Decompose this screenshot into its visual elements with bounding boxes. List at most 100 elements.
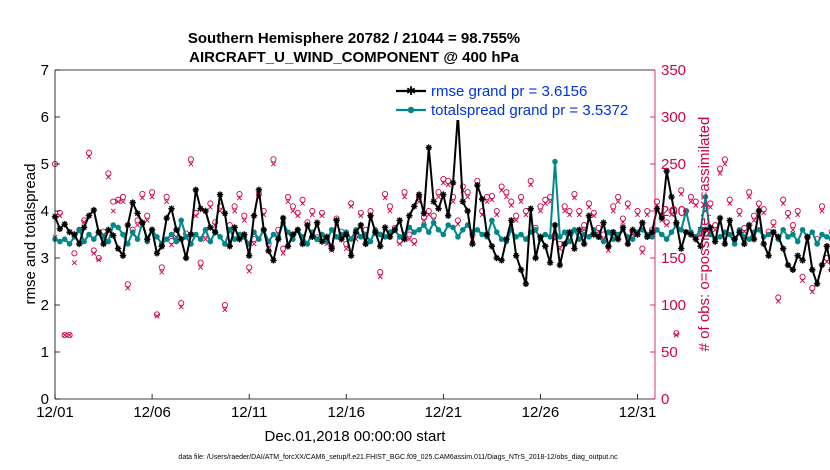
rmse-point bbox=[415, 191, 423, 198]
totalspread-point bbox=[479, 231, 485, 238]
obs-assimilated-marker bbox=[736, 212, 742, 218]
obs-possible-marker bbox=[221, 301, 228, 309]
totalspread-point bbox=[474, 227, 481, 233]
obs-possible-marker bbox=[566, 207, 573, 215]
rmse-point bbox=[357, 221, 365, 229]
rmse-point bbox=[90, 206, 98, 214]
rmse-point bbox=[406, 212, 413, 219]
obs-assimilated-marker bbox=[309, 212, 315, 218]
obs-possible-marker bbox=[615, 193, 622, 200]
obs-possible-marker bbox=[197, 259, 204, 266]
obs-assimilated-marker bbox=[115, 199, 121, 205]
totalspread-point bbox=[207, 238, 214, 245]
totalspread-point bbox=[328, 227, 335, 233]
rmse-point bbox=[338, 236, 345, 243]
obs-possible-marker bbox=[746, 189, 753, 196]
rmse-point bbox=[624, 240, 632, 248]
totalspread-point bbox=[304, 241, 311, 247]
obs-assimilated-marker bbox=[232, 208, 238, 214]
obs-assimilated-marker bbox=[819, 208, 825, 214]
totalspread-point bbox=[134, 236, 141, 242]
rmse-point bbox=[284, 243, 292, 250]
totalspread-point bbox=[416, 227, 422, 233]
rmse-point bbox=[328, 245, 335, 252]
obs-assimilated-marker bbox=[785, 214, 791, 220]
rmse-point bbox=[658, 214, 665, 222]
obs-possible-marker bbox=[153, 311, 160, 318]
rmse-point bbox=[721, 240, 729, 248]
rmse-point bbox=[469, 240, 476, 248]
rmse-point bbox=[391, 226, 399, 233]
rmse-point bbox=[503, 236, 510, 243]
rmse-point bbox=[386, 233, 394, 241]
obs-assimilated-marker bbox=[567, 212, 573, 218]
obs-assimilated-marker bbox=[678, 191, 684, 197]
obs-assimilated-marker bbox=[343, 246, 349, 252]
totalspread-point bbox=[217, 234, 223, 240]
rmse-point bbox=[100, 240, 107, 248]
obs-assimilated-marker bbox=[406, 236, 412, 242]
totalspread-point bbox=[314, 236, 320, 242]
obs-assimilated-marker bbox=[222, 307, 228, 313]
rmse-point bbox=[61, 220, 68, 228]
totalspread-point bbox=[86, 231, 92, 238]
y-left-tick-label: 4 bbox=[41, 203, 49, 220]
rmse-point bbox=[459, 198, 466, 205]
totalspread-point bbox=[450, 224, 456, 231]
y-left-tick-label: 6 bbox=[41, 109, 49, 126]
y-left-tick-label: 5 bbox=[41, 156, 49, 173]
obs-assimilated-marker bbox=[450, 199, 456, 205]
totalspread-point bbox=[377, 231, 384, 238]
obs-assimilated-marker bbox=[644, 212, 650, 218]
rmse-point bbox=[401, 236, 408, 243]
rmse-point bbox=[231, 224, 238, 231]
rmse-point bbox=[304, 221, 311, 229]
rmse-point bbox=[294, 226, 301, 233]
obs-possible-marker bbox=[687, 193, 694, 200]
rmse-point bbox=[711, 238, 719, 245]
obs-possible-marker bbox=[139, 191, 146, 198]
rmse-point bbox=[532, 254, 539, 262]
obs-possible-marker bbox=[124, 281, 131, 288]
rmse-point bbox=[66, 228, 73, 236]
obs-possible-marker bbox=[95, 254, 102, 262]
obs-assimilated-marker bbox=[751, 217, 757, 223]
x-tick-label: 12/06 bbox=[133, 404, 171, 421]
obs-possible-marker bbox=[377, 269, 384, 276]
obs-assimilated-marker bbox=[625, 204, 631, 210]
totalspread-point bbox=[421, 222, 427, 228]
rmse-point bbox=[333, 217, 340, 224]
obs-assimilated-marker bbox=[193, 213, 199, 219]
rmse-point bbox=[372, 228, 379, 236]
rmse-point bbox=[255, 186, 263, 194]
obs-possible-marker bbox=[639, 245, 646, 252]
obs-assimilated-marker bbox=[673, 332, 679, 338]
rmse-point bbox=[411, 203, 418, 210]
obs-assimilated-marker bbox=[586, 204, 592, 210]
rmse-point bbox=[110, 232, 117, 239]
rmse-point bbox=[221, 210, 229, 217]
obs-possible-marker bbox=[149, 189, 156, 196]
totalspread-point bbox=[222, 241, 228, 247]
rmse-point bbox=[192, 186, 199, 194]
rmse-point bbox=[517, 266, 525, 273]
obs-possible-marker bbox=[799, 273, 806, 280]
obs-assimilated-marker bbox=[693, 202, 699, 208]
obs-assimilated-marker bbox=[542, 200, 548, 206]
totalspread-point bbox=[178, 217, 185, 224]
totalspread-point bbox=[498, 236, 505, 242]
obs-possible-marker bbox=[741, 224, 748, 231]
obs-possible-marker bbox=[236, 191, 243, 198]
obs-possible-marker bbox=[721, 156, 728, 163]
y-right-tick-label: 200 bbox=[661, 203, 686, 220]
rmse-point bbox=[435, 205, 442, 212]
rmse-point bbox=[449, 179, 457, 186]
rmse-point bbox=[425, 144, 432, 151]
obs-possible-marker bbox=[780, 196, 787, 203]
rmse-point bbox=[508, 217, 515, 224]
obs-assimilated-marker bbox=[154, 313, 160, 319]
obs-possible-marker bbox=[241, 212, 248, 219]
obs-possible-marker bbox=[726, 196, 733, 203]
obs-assimilated-marker bbox=[91, 250, 97, 256]
obs-assimilated-marker bbox=[455, 221, 461, 227]
